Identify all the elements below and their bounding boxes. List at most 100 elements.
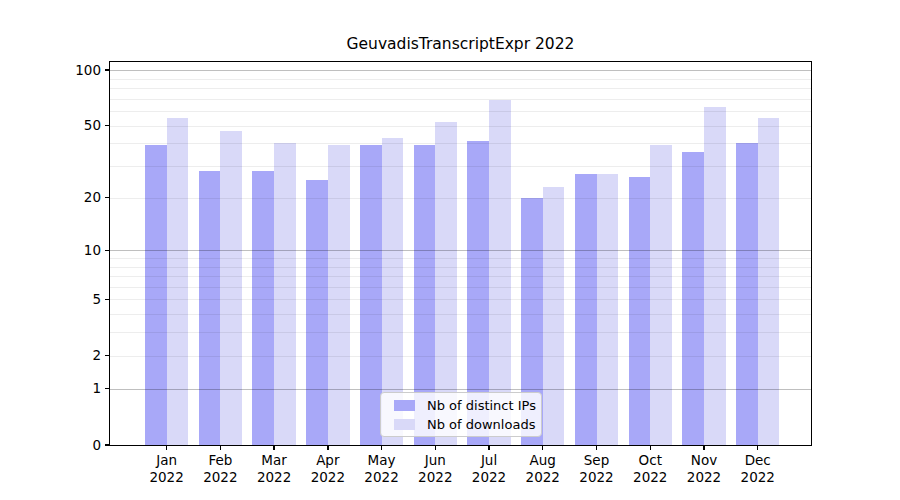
x-tick-year: 2022: [300, 469, 356, 486]
x-tick-month: Jul: [461, 452, 517, 469]
minor-gridline: [110, 299, 811, 300]
y-tick-mark: [105, 69, 109, 70]
bar-downloads-jan: [167, 118, 189, 445]
x-tick-year: 2022: [192, 469, 248, 486]
y-tick-mark: [105, 125, 109, 126]
x-tick-month: Jan: [139, 452, 195, 469]
x-tick-month: Mar: [246, 452, 302, 469]
y-tick-label: 5: [0, 292, 101, 307]
bar-downloads-oct: [650, 145, 672, 445]
x-tick-month: Apr: [300, 452, 356, 469]
y-tick-label: 0: [0, 438, 101, 453]
x-tick-mark: [166, 446, 167, 450]
x-tick-mark: [220, 446, 221, 450]
x-tick-label: Nov2022: [676, 452, 732, 485]
minor-gridline: [110, 267, 811, 268]
x-tick-month: Dec: [730, 452, 786, 469]
y-tick-mark: [105, 355, 109, 356]
x-tick-year: 2022: [515, 469, 571, 486]
x-tick-year: 2022: [354, 469, 410, 486]
minor-gridline: [110, 126, 811, 127]
y-tick-label: 10: [0, 243, 101, 258]
x-tick-month: Aug: [515, 452, 571, 469]
y-tick-label: 100: [0, 63, 101, 78]
x-tick-label: May2022: [354, 452, 410, 485]
minor-gridline: [110, 287, 811, 288]
legend-label-downloads: Nb of downloads: [427, 417, 535, 432]
bar-downloads-aug: [543, 187, 565, 445]
bar-distinct-ips-jan: [145, 145, 167, 445]
x-tick-year: 2022: [139, 469, 195, 486]
x-tick-year: 2022: [461, 469, 517, 486]
x-tick-mark: [650, 446, 651, 450]
x-tick-month: May: [354, 452, 410, 469]
x-tick-label: Dec2022: [730, 452, 786, 485]
legend-label-distinct-ips: Nb of distinct IPs: [427, 398, 536, 413]
x-tick-year: 2022: [730, 469, 786, 486]
legend-item-downloads: Nb of downloads: [394, 417, 541, 432]
minor-gridline: [110, 143, 811, 144]
bar-distinct-ips-may: [360, 145, 382, 445]
y-tick-mark: [105, 444, 109, 445]
x-tick-mark: [596, 446, 597, 450]
minor-gridline: [110, 356, 811, 357]
minor-gridline: [110, 198, 811, 199]
x-tick-mark: [488, 446, 489, 450]
y-tick-mark: [105, 250, 109, 251]
x-tick-year: 2022: [569, 469, 625, 486]
x-tick-label: Aug2022: [515, 452, 571, 485]
x-tick-year: 2022: [407, 469, 463, 486]
minor-gridline: [110, 99, 811, 100]
minor-gridline: [110, 258, 811, 259]
legend-item-distinct-ips: Nb of distinct IPs: [394, 398, 541, 413]
x-tick-month: Oct: [622, 452, 678, 469]
y-tick-mark: [105, 197, 109, 198]
plot-area: Nb of distinct IPs Nb of downloads: [110, 62, 811, 445]
x-tick-year: 2022: [246, 469, 302, 486]
x-tick-month: Nov: [676, 452, 732, 469]
bar-distinct-ips-nov: [682, 152, 704, 445]
bar-distinct-ips-apr: [306, 180, 328, 445]
y-tick-label: 1: [0, 381, 101, 396]
major-gridline: [110, 250, 811, 251]
minor-gridline: [110, 111, 811, 112]
x-tick-mark: [703, 446, 704, 450]
bar-downloads-sep: [597, 174, 619, 445]
x-tick-label: Jan2022: [139, 452, 195, 485]
x-tick-mark: [327, 446, 328, 450]
download-stats-chart: GeuvadisTranscriptExpr 2022 Nb of distin…: [0, 0, 900, 500]
minor-gridline: [110, 166, 811, 167]
x-tick-year: 2022: [622, 469, 678, 486]
x-tick-label: Jun2022: [407, 452, 463, 485]
bar-downloads-apr: [328, 145, 350, 445]
minor-gridline: [110, 79, 811, 80]
x-tick-mark: [757, 446, 758, 450]
chart-title: GeuvadisTranscriptExpr 2022: [110, 35, 811, 53]
bar-distinct-ips-oct: [629, 177, 651, 445]
bar-distinct-ips-mar: [252, 171, 274, 445]
x-tick-month: Jun: [407, 452, 463, 469]
x-tick-label: Sep2022: [569, 452, 625, 485]
x-tick-mark: [435, 446, 436, 450]
y-tick-mark: [105, 299, 109, 300]
y-tick-label: 2: [0, 348, 101, 363]
x-tick-mark: [542, 446, 543, 450]
minor-gridline: [110, 332, 811, 333]
bar-distinct-ips-dec: [736, 143, 758, 445]
x-tick-month: Sep: [569, 452, 625, 469]
major-gridline: [110, 70, 811, 71]
x-tick-label: Apr2022: [300, 452, 356, 485]
x-tick-year: 2022: [676, 469, 732, 486]
bar-distinct-ips-sep: [575, 174, 597, 445]
y-tick-label: 20: [0, 190, 101, 205]
x-tick-mark: [273, 446, 274, 450]
minor-gridline: [110, 314, 811, 315]
x-tick-label: Feb2022: [192, 452, 248, 485]
x-tick-label: Jul2022: [461, 452, 517, 485]
y-tick-label: 50: [0, 118, 101, 133]
minor-gridline: [110, 88, 811, 89]
legend-swatch-downloads: [394, 419, 415, 430]
bar-downloads-dec: [758, 118, 780, 445]
legend-swatch-distinct-ips: [394, 400, 415, 411]
minor-gridline: [110, 276, 811, 277]
